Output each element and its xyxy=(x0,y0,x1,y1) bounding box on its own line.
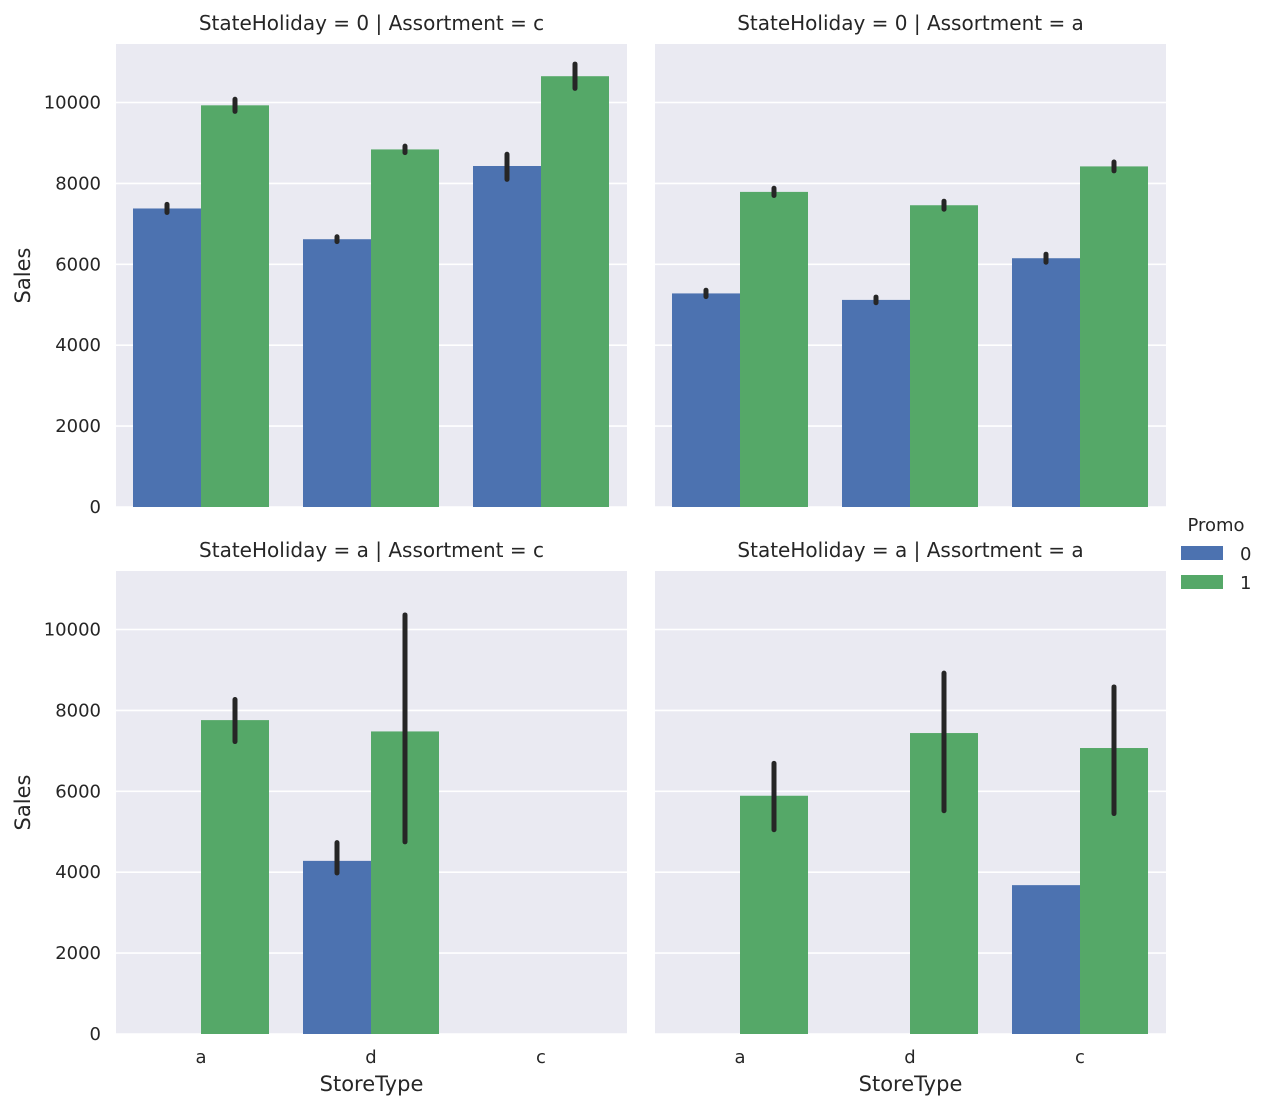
legend-label-promo-1: 1 xyxy=(1240,573,1251,594)
bar-promo-0-d xyxy=(303,860,371,1034)
panel-title: StateHoliday = a | Assortment = a xyxy=(737,538,1083,562)
y-tick-label: 4000 xyxy=(55,335,101,356)
bar-promo-1-a xyxy=(740,191,808,507)
bar-promo-0-a xyxy=(672,293,740,507)
panel-title: StateHoliday = a | Assortment = c xyxy=(199,538,544,562)
facet-panel-1: StateHoliday = 0 | Assortment = c 0 2000 40… xyxy=(11,11,627,518)
bar-promo-1-d xyxy=(371,149,439,507)
y-axis-label: Sales xyxy=(11,775,35,831)
x-axis-label: StoreType xyxy=(320,1072,424,1096)
x-tick-label: c xyxy=(536,1047,546,1068)
y-tick-label: 8000 xyxy=(55,700,101,721)
bar-promo-1-c xyxy=(541,76,609,508)
y-tick-label: 4000 xyxy=(55,862,101,883)
x-tick-label: d xyxy=(904,1047,915,1068)
bar-promo-1-a xyxy=(740,795,808,1034)
panel-title: StateHoliday = 0 | Assortment = c xyxy=(199,11,544,35)
y-tick-label: 0 xyxy=(90,1024,101,1045)
bar-promo-0-d xyxy=(303,239,371,507)
y-tick-label: 10000 xyxy=(44,620,101,641)
bar-promo-0-d xyxy=(842,299,910,507)
x-tick-label: c xyxy=(1075,1047,1085,1068)
y-tick-label: 0 xyxy=(90,497,101,518)
bar-promo-1-a xyxy=(201,720,269,1034)
facet-panel-4: StateHoliday = a | Assortment = a a d c Stor… xyxy=(655,538,1166,1096)
y-tick-label: 2000 xyxy=(55,943,101,964)
x-tick-label: d xyxy=(365,1047,376,1068)
legend: Promo 0 1 xyxy=(1181,515,1251,594)
legend-title: Promo xyxy=(1187,515,1244,536)
x-axis-label: StoreType xyxy=(859,1072,963,1096)
y-tick-label: 6000 xyxy=(55,254,101,275)
y-tick-label: 8000 xyxy=(55,173,101,194)
legend-swatch-promo-0 xyxy=(1181,546,1223,560)
facet-panel-3: StateHoliday = a | Assortment = c 0 2000 40… xyxy=(11,538,627,1096)
bar-promo-0-c xyxy=(1012,258,1080,507)
bar-promo-1-d xyxy=(910,205,978,508)
y-tick-label: 2000 xyxy=(55,416,101,437)
legend-label-promo-0: 0 xyxy=(1240,544,1251,565)
bar-promo-0-c xyxy=(1012,885,1080,1034)
y-axis-label: Sales xyxy=(11,248,35,304)
y-tick-label: 10000 xyxy=(44,93,101,114)
bar-promo-1-a xyxy=(201,105,269,508)
bar-promo-0-c xyxy=(473,166,541,507)
legend-swatch-promo-1 xyxy=(1181,575,1223,589)
y-tick-label: 6000 xyxy=(55,781,101,802)
facet-panel-2: StateHoliday = 0 | Assortment = a xyxy=(655,11,1166,508)
panel-title: StateHoliday = 0 | Assortment = a xyxy=(737,11,1084,35)
x-tick-label: a xyxy=(195,1047,206,1068)
bar-promo-0-a xyxy=(133,208,201,507)
bar-promo-1-c xyxy=(1080,166,1148,507)
x-tick-label: a xyxy=(734,1047,745,1068)
